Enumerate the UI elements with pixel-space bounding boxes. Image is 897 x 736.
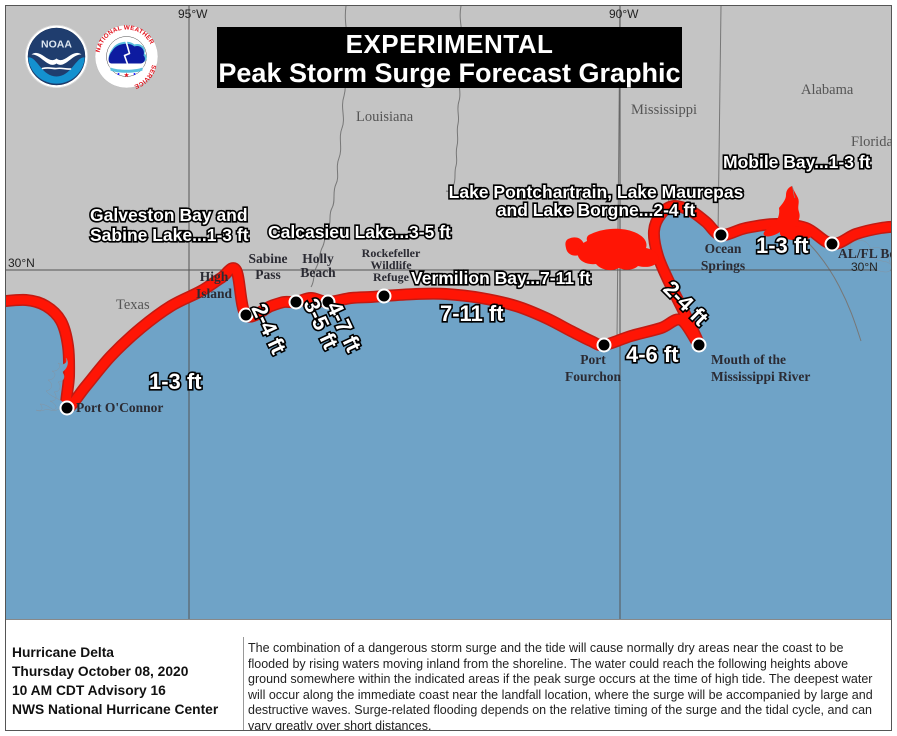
svg-text:NOAA: NOAA bbox=[41, 39, 72, 51]
svg-text:Vermilion Bay...7-11 ft: Vermilion Bay...7-11 ft bbox=[411, 268, 591, 288]
svg-text:4-6 ft: 4-6 ft bbox=[626, 342, 679, 367]
svg-text:Alabama: Alabama bbox=[801, 82, 854, 98]
svg-text:7-11 ft: 7-11 ft bbox=[440, 301, 504, 326]
svg-text:Springs: Springs bbox=[701, 258, 745, 273]
svg-text:95°W: 95°W bbox=[178, 7, 208, 21]
svg-text:and Lake Borgne...2-4 ft: and Lake Borgne...2-4 ft bbox=[497, 200, 696, 220]
svg-text:High: High bbox=[200, 269, 229, 284]
svg-text:Sabine Lake...1-3 ft: Sabine Lake...1-3 ft bbox=[90, 225, 249, 245]
svg-text:Holly: Holly bbox=[302, 251, 334, 266]
svg-text:Refuge: Refuge bbox=[373, 270, 410, 284]
svg-text:90°W: 90°W bbox=[609, 7, 639, 21]
svg-text:AL/FL Border: AL/FL Border bbox=[838, 246, 892, 261]
svg-text:Fourchon: Fourchon bbox=[565, 369, 622, 384]
svg-text:Sabine: Sabine bbox=[248, 251, 287, 266]
svg-text:1-3 ft: 1-3 ft bbox=[149, 369, 202, 394]
svg-text:Galveston Bay and: Galveston Bay and bbox=[90, 205, 248, 225]
svg-text:Mississippi River: Mississippi River bbox=[711, 369, 810, 384]
svg-text:Mouth of the: Mouth of the bbox=[711, 352, 786, 367]
svg-text:Lake Pontchartrain, Lake Maure: Lake Pontchartrain, Lake Maurepas bbox=[449, 182, 744, 202]
svg-text:Port: Port bbox=[580, 352, 606, 367]
svg-text:Pass: Pass bbox=[255, 267, 281, 282]
svg-text:Mobile Bay...1-3 ft: Mobile Bay...1-3 ft bbox=[723, 152, 871, 172]
svg-text:Port O'Connor: Port O'Connor bbox=[76, 400, 163, 415]
svg-text:30°N: 30°N bbox=[8, 256, 35, 270]
svg-text:Mississippi: Mississippi bbox=[631, 102, 697, 118]
svg-text:Calcasieu Lake...3-5 ft: Calcasieu Lake...3-5 ft bbox=[268, 222, 451, 242]
svg-text:Ocean: Ocean bbox=[705, 241, 742, 256]
svg-text:Beach: Beach bbox=[300, 265, 336, 280]
svg-text:Louisiana: Louisiana bbox=[356, 109, 414, 125]
svg-text:Island: Island bbox=[196, 286, 233, 301]
svg-text:30°N: 30°N bbox=[851, 260, 878, 274]
svg-text:Texas: Texas bbox=[116, 297, 150, 313]
svg-text:1-3 ft: 1-3 ft bbox=[756, 233, 809, 258]
svg-text:Florida: Florida bbox=[851, 134, 892, 150]
